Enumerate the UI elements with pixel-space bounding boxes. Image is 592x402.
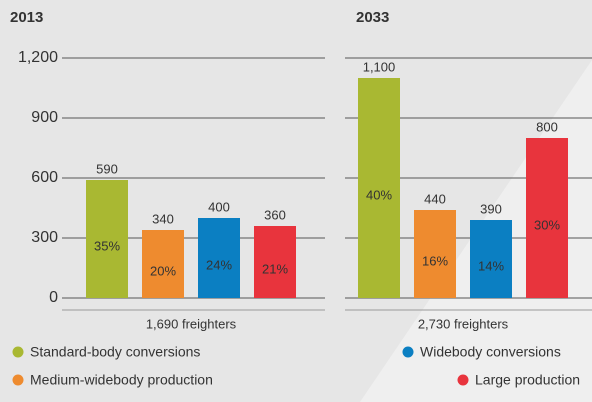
legend-swatch (402, 346, 414, 358)
legend-label: Medium-widebody production (30, 372, 213, 388)
panel-title: 2013 (10, 9, 43, 26)
y-tick-label: 1,200 (18, 49, 58, 66)
y-tick-label: 900 (31, 109, 58, 126)
share-label: 21% (262, 261, 288, 276)
share-label: 30% (534, 217, 560, 232)
legend-swatch (12, 374, 24, 386)
share-label: 40% (366, 187, 392, 202)
share-label: 14% (478, 258, 504, 273)
legend-swatch (457, 374, 469, 386)
bar (470, 220, 512, 298)
legend-label: Widebody conversions (420, 344, 561, 360)
bar (254, 226, 296, 298)
value-label: 590 (96, 161, 118, 176)
bar (414, 210, 456, 298)
bar (198, 218, 240, 298)
share-label: 20% (150, 263, 176, 278)
share-label: 16% (422, 253, 448, 268)
legend-swatch (12, 346, 24, 358)
bar (142, 230, 184, 298)
bar (86, 180, 128, 298)
value-label: 360 (264, 207, 286, 222)
value-label: 340 (152, 211, 174, 226)
value-label: 440 (424, 191, 446, 206)
y-tick-label: 600 (31, 169, 58, 186)
panel-footer: 1,690 freighters (146, 316, 237, 331)
value-label: 390 (480, 201, 502, 216)
bar (358, 78, 400, 298)
y-tick-label: 0 (49, 289, 58, 306)
panel-title: 2033 (356, 9, 389, 26)
y-tick-label: 300 (31, 229, 58, 246)
legend-label: Standard-body conversions (30, 344, 200, 360)
share-label: 35% (94, 238, 120, 253)
bar (526, 138, 568, 298)
value-label: 800 (536, 119, 558, 134)
share-label: 24% (206, 257, 232, 272)
panel-footer: 2,730 freighters (418, 316, 509, 331)
value-label: 1,100 (363, 59, 396, 74)
value-label: 400 (208, 199, 230, 214)
legend-label: Large production (475, 372, 580, 388)
